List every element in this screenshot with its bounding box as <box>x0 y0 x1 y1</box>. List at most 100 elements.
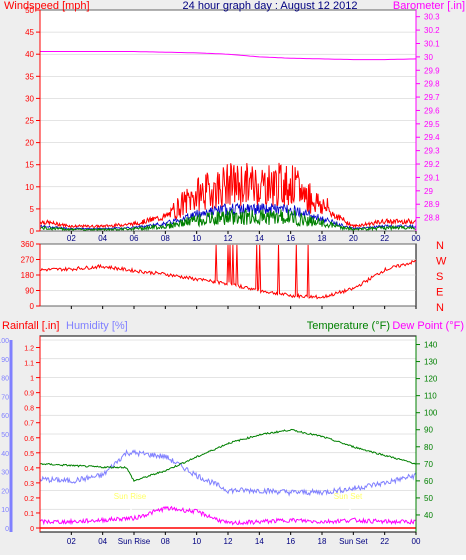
x-tick-label: 02 <box>67 234 76 243</box>
wind-tick-label: 35 <box>25 72 34 81</box>
x-tick-label: 20 <box>349 234 358 243</box>
baro-tick-label: 29.6 <box>424 106 440 115</box>
baro-tick-label: 28.8 <box>424 214 440 223</box>
direction-tick-label: 0 <box>30 302 35 311</box>
rainfall-tick-label: 0.1 <box>24 511 34 518</box>
humidity-tick-label: 70 <box>1 394 9 401</box>
wind-direction-series-line <box>39 244 417 300</box>
temperature-axis-title: Temperature (°F) <box>307 320 390 332</box>
wind-gust-series-line <box>39 202 417 230</box>
humidity-tick-label: 20 <box>1 488 9 495</box>
sun-rise-label: Sun Rise <box>114 492 147 501</box>
temperature-tick-label: 90 <box>424 426 433 435</box>
temperature-tick-label: 80 <box>424 443 433 452</box>
rainfall-tick-label: 0.3 <box>24 481 34 488</box>
compass-label: N <box>436 240 444 252</box>
compass-label: E <box>436 287 443 299</box>
rainfall-tick-label: 0.2 <box>24 496 34 503</box>
humidity-tick-label: 0 <box>5 526 9 533</box>
wind-tick-label: 10 <box>25 183 34 192</box>
temperature-tick-label: 100 <box>424 409 438 418</box>
rainfall-tick-label: 1 <box>30 376 34 383</box>
x-tick-label: 08 <box>161 234 170 243</box>
wind-tick-label: 20 <box>25 139 34 148</box>
rainfall-tick-label: 1.2 <box>24 346 34 353</box>
direction-tick-label: 270 <box>21 256 35 265</box>
baro-tick-label: 29.5 <box>424 120 440 129</box>
temperature-tick-label: 120 <box>424 375 438 384</box>
compass-label: W <box>436 256 447 268</box>
rainfall-tick-label: 0.5 <box>24 451 34 458</box>
rainfall-tick-label: 1.1 <box>24 361 34 368</box>
temperature-tick-label: 40 <box>424 511 433 520</box>
wind-tick-label: 40 <box>25 50 34 59</box>
rainfall-tick-label: 0.4 <box>24 466 34 473</box>
baro-tick-label: 30.1 <box>424 39 440 48</box>
baro-tick-label: 29.3 <box>424 147 440 156</box>
temperature-series-line <box>39 428 417 483</box>
humidity-series-line <box>39 449 417 497</box>
temperature-tick-label: 110 <box>424 392 437 401</box>
wind-tick-label: 25 <box>25 117 34 126</box>
barometer-series-line <box>40 51 417 61</box>
wind-tick-label: 30 <box>25 94 34 103</box>
x-tick-label: Sun Set <box>339 537 368 546</box>
baro-tick-label: 29.1 <box>424 173 440 182</box>
wind-average-series-line <box>39 208 417 232</box>
compass-label: N <box>436 302 444 314</box>
x-tick-label: 10 <box>192 234 201 243</box>
x-tick-label: 12 <box>224 537 233 546</box>
wind-tick-label: 50 <box>25 6 34 15</box>
baro-tick-label: 29.4 <box>424 133 440 142</box>
x-tick-label: 08 <box>161 537 170 546</box>
wind-tick-label: 45 <box>25 28 34 37</box>
baro-tick-label: 29.9 <box>424 66 440 75</box>
axis-labels: 5045403530252015105030.330.230.13029.929… <box>0 6 447 546</box>
dewpoint-axis-title: Dew Point (°F) <box>392 320 464 332</box>
baro-tick-label: 29 <box>424 187 433 196</box>
wind-tick-label: 5 <box>30 205 35 214</box>
x-tick-label: 12 <box>224 234 233 243</box>
rainfall-tick-label: 0.6 <box>24 436 34 443</box>
humidity-tick-label: 90 <box>1 357 9 364</box>
baro-tick-label: 29.8 <box>424 80 440 89</box>
x-tick-label: 16 <box>286 234 295 243</box>
humidity-tick-label: 40 <box>1 451 9 458</box>
x-tick-label: 18 <box>318 234 327 243</box>
barometer-axis-title: Barometer [.in] <box>393 0 465 12</box>
compass-label: S <box>436 271 443 283</box>
baro-tick-label: 30.3 <box>424 13 440 22</box>
humidity-tick-label: 50 <box>1 432 9 439</box>
direction-tick-label: 360 <box>21 240 35 249</box>
rainfall-tick-label: 0 <box>30 526 34 533</box>
humidity-tick-label: 30 <box>1 470 9 477</box>
x-tick-label: 02 <box>67 537 76 546</box>
humidity-tick-label: 80 <box>1 376 9 383</box>
windspeed-series-line <box>39 162 417 229</box>
x-tick-label: 22 <box>380 234 389 243</box>
humidity-axis-title: Humidity [%] <box>66 320 128 332</box>
data-series <box>39 51 417 529</box>
chart-title: 24 hour graph day : August 12 2012 <box>183 0 358 12</box>
temperature-tick-label: 130 <box>424 358 438 367</box>
baro-tick-label: 30 <box>424 53 433 62</box>
x-tick-label: 00 <box>412 234 421 243</box>
temperature-tick-label: 60 <box>424 477 433 486</box>
rainfall-tick-label: 0.7 <box>24 421 34 428</box>
sun-set-label: Sun Set <box>334 492 363 501</box>
x-tick-label: Sun Rise <box>118 537 151 546</box>
humidity-tick-label: 10 <box>1 507 9 514</box>
x-tick-label: 14 <box>255 537 264 546</box>
wind-tick-label: 0 <box>30 227 35 236</box>
x-tick-label: 18 <box>318 537 327 546</box>
wind-axis-title: Windspeed [mph] <box>4 0 90 12</box>
humidity-tick-label: 100 <box>0 338 9 345</box>
x-tick-label: 00 <box>412 537 421 546</box>
rainfall-tick-label: 0.8 <box>24 406 34 413</box>
temperature-tick-label: 50 <box>424 494 433 503</box>
baro-tick-label: 30.2 <box>424 26 440 35</box>
baro-tick-label: 29.2 <box>424 160 440 169</box>
humidity-tick-label: 60 <box>1 413 9 420</box>
